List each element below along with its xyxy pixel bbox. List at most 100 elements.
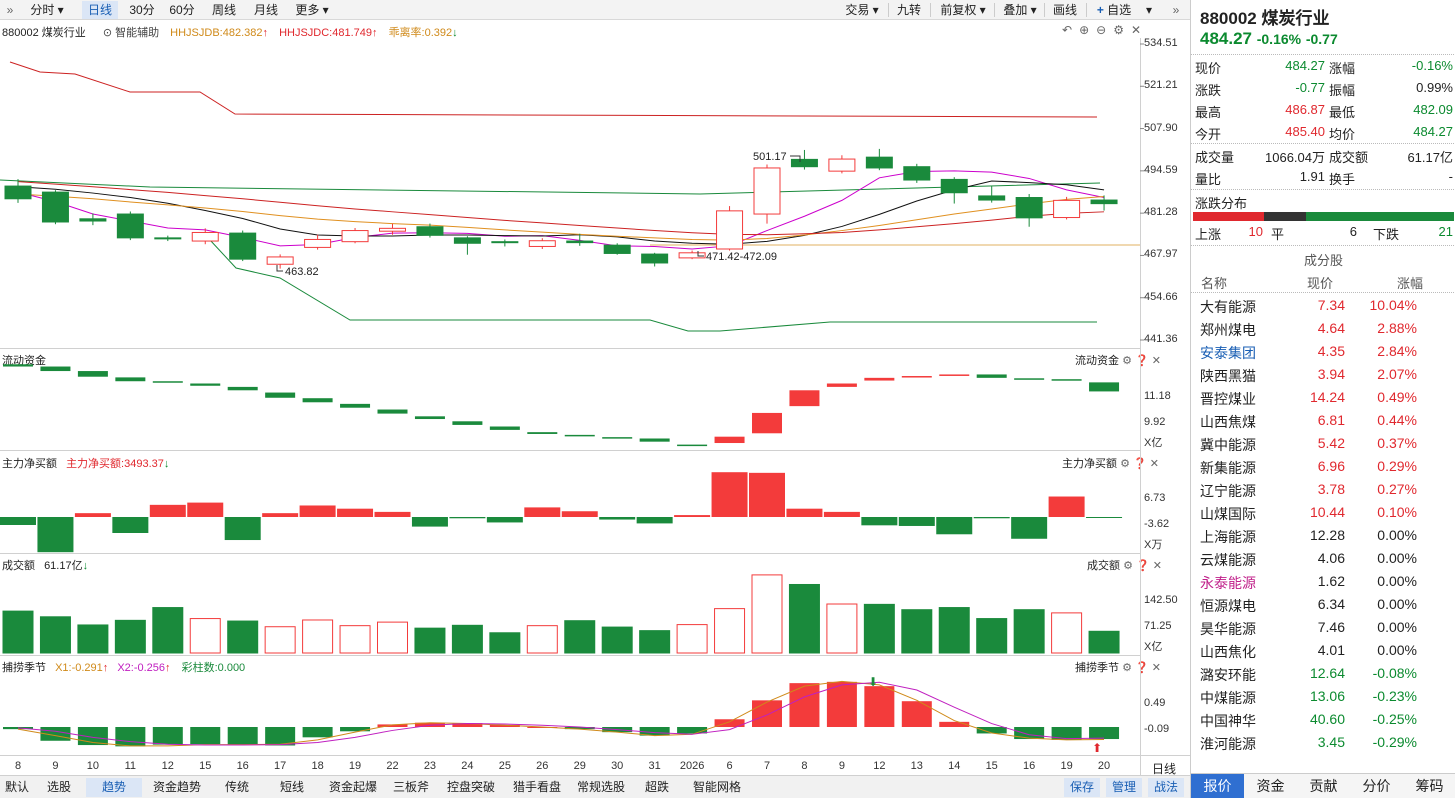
strategy-action-button[interactable]: 管理	[1106, 778, 1142, 797]
volume-bar	[39, 616, 71, 654]
strategy-tab[interactable]: 智能网格	[692, 780, 741, 794]
close-icon[interactable]: ✕	[1151, 355, 1161, 367]
x-tick-label: 12	[161, 760, 174, 772]
close-icon[interactable]: ✕	[1152, 560, 1162, 572]
quote-tabs: 报价 资金 贡献 分价 筹码	[1191, 773, 1455, 798]
period-30min[interactable]: 30分	[129, 3, 155, 17]
flow-bar	[564, 434, 595, 437]
close-icon[interactable]: ✕	[1151, 662, 1161, 674]
constituent-row[interactable]: 新集能源 6.96 0.29%	[1191, 455, 1455, 478]
trade-button[interactable]: 交易 ▾	[845, 3, 879, 17]
constituent-row[interactable]: 山西焦化 4.01 0.00%	[1191, 639, 1455, 662]
col-price-header[interactable]: 现价	[1307, 276, 1334, 291]
flow-bar	[340, 403, 371, 408]
zoom-out-icon[interactable]: ⊖	[1096, 23, 1114, 37]
quote-tab[interactable]: 资金	[1256, 778, 1285, 794]
constituent-row[interactable]: 云煤能源 4.06 0.00%	[1191, 547, 1455, 570]
strategy-tab[interactable]: 资金趋势	[152, 780, 201, 794]
kline-chart[interactable]: 501.17 463.82 471.42-472.09 ⬇ ⬆	[0, 0, 1190, 775]
period-60min[interactable]: 60分	[169, 3, 195, 17]
help-icon[interactable]: ❓	[1135, 662, 1149, 674]
constituent-price: 12.28	[1309, 527, 1345, 543]
constituent-price: 6.96	[1317, 458, 1345, 474]
gear-icon[interactable]: ⚙	[1122, 662, 1132, 674]
quote-tab[interactable]: 贡献	[1309, 778, 1338, 794]
value-ratio: 1.91	[1299, 169, 1325, 184]
gear-icon[interactable]: ⚙	[1122, 355, 1132, 367]
strategy-tab[interactable]: 超跌	[644, 780, 669, 794]
constituent-row[interactable]: 晋控煤业 14.24 0.49%	[1191, 386, 1455, 409]
period-intraday[interactable]: 分时 ▾	[30, 3, 64, 17]
quote-title: 880002 煤炭行业	[1200, 9, 1330, 28]
constituent-price: 7.34	[1317, 297, 1345, 313]
volume-bar	[639, 630, 671, 654]
constituent-row[interactable]: 山煤国际 10.44 0.10%	[1191, 501, 1455, 524]
help-icon[interactable]: ❓	[1136, 560, 1150, 572]
strategy-action-button[interactable]: 战法	[1148, 778, 1184, 797]
overlay-button[interactable]: 叠加 ▾	[1003, 3, 1037, 17]
strategy-tab[interactable]: 三板斧	[392, 780, 429, 794]
period-daily[interactable]: 日线	[82, 1, 118, 19]
label-open: 今开	[1195, 127, 1222, 142]
constituent-row[interactable]: 山西焦煤 6.81 0.44%	[1191, 409, 1455, 432]
period-weekly[interactable]: 周线	[211, 3, 236, 17]
watchlist-button[interactable]: + 自选	[1088, 1, 1140, 19]
strategy-tab[interactable]: 默认	[4, 780, 29, 794]
strategy-tab[interactable]: 趋势	[86, 778, 142, 797]
quote-tab[interactable]: 报价	[1191, 774, 1244, 798]
strategy-tab[interactable]: 常规选股	[576, 780, 625, 794]
candle-body	[753, 167, 781, 215]
expand-icon[interactable]: »	[1172, 3, 1180, 17]
draw-button[interactable]: 画线	[1052, 3, 1077, 17]
col-pct-header[interactable]: 涨幅	[1397, 276, 1424, 291]
constituent-row[interactable]: 郑州煤电 4.64 2.88%	[1191, 317, 1455, 340]
constituent-name: 中煤能源	[1200, 690, 1256, 706]
assist-toggle[interactable]: ⊙ 智能辅助	[103, 27, 159, 39]
constituent-row[interactable]: 上海能源 12.28 0.00%	[1191, 524, 1455, 547]
constituent-row[interactable]: 淮河能源 3.45 -0.29%	[1191, 731, 1455, 754]
zoom-in-icon[interactable]: ⊕	[1079, 23, 1097, 37]
constituent-row[interactable]: 安泰集团 4.35 2.84%	[1191, 340, 1455, 363]
nine-turn-button[interactable]: 九转	[896, 3, 921, 17]
mainforce-bar	[711, 472, 748, 517]
gear-icon[interactable]: ⚙	[1113, 23, 1131, 37]
quote-tab[interactable]: 分价	[1362, 778, 1391, 794]
period-monthly[interactable]: 月线	[253, 3, 278, 17]
strategy-tab[interactable]: 猎手看盘	[512, 780, 561, 794]
value-amp: 0.99%	[1416, 80, 1453, 95]
constituent-row[interactable]: 潞安环能 12.64 -0.08%	[1191, 662, 1455, 685]
strategy-tab[interactable]: 资金起爆	[328, 780, 377, 794]
close-icon[interactable]: ✕	[1130, 23, 1149, 37]
undo-icon[interactable]: ↶	[1062, 23, 1080, 37]
overlay-label: 叠加	[1003, 3, 1028, 17]
help-icon[interactable]: ❓	[1133, 458, 1147, 470]
help-icon[interactable]: ❓	[1135, 355, 1149, 367]
constituent-row[interactable]: 中煤能源 13.06 -0.23%	[1191, 685, 1455, 708]
close-icon[interactable]: ✕	[1149, 458, 1159, 470]
strategy-tab[interactable]: 短线	[279, 780, 304, 794]
constituent-row[interactable]: 陕西黑猫 3.94 2.07%	[1191, 363, 1455, 386]
quote-tab[interactable]: 筹码	[1415, 778, 1444, 794]
period-more[interactable]: 更多 ▾	[295, 3, 329, 17]
col-name-header[interactable]: 名称	[1201, 276, 1228, 291]
collapse-icon[interactable]: »	[6, 3, 14, 17]
strategy-tab[interactable]: 控盘突破	[446, 780, 495, 794]
strategy-tab[interactable]: 传统	[224, 780, 249, 794]
mainforce-y-tick: 6.73	[1144, 492, 1166, 504]
constituent-row[interactable]: 昊华能源 7.46 0.00%	[1191, 616, 1455, 639]
constituent-row[interactable]: 冀中能源 5.42 0.37%	[1191, 432, 1455, 455]
watchlist-dropdown-icon[interactable]: ▾	[1145, 3, 1153, 17]
constituent-row[interactable]: 恒源煤电 6.34 0.00%	[1191, 593, 1455, 616]
constituent-row[interactable]: 辽宁能源 3.78 0.27%	[1191, 478, 1455, 501]
gear-icon[interactable]: ⚙	[1120, 458, 1130, 470]
strategy-action-button[interactable]: 保存	[1064, 778, 1100, 797]
strategy-tab[interactable]: 选股	[46, 780, 71, 794]
constituent-row[interactable]: 永泰能源 1.62 0.00%	[1191, 570, 1455, 593]
ma-line-ma10	[17, 180, 1105, 245]
gear-icon[interactable]: ⚙	[1123, 560, 1133, 572]
flow-bar	[976, 374, 1007, 378]
x-tick-label: 14	[948, 760, 961, 772]
constituent-row[interactable]: 大有能源 7.34 10.04%	[1191, 294, 1455, 317]
constituent-row[interactable]: 中国神华 40.60 -0.25%	[1191, 708, 1455, 731]
adjust-button[interactable]: 前复权 ▾	[940, 3, 986, 17]
